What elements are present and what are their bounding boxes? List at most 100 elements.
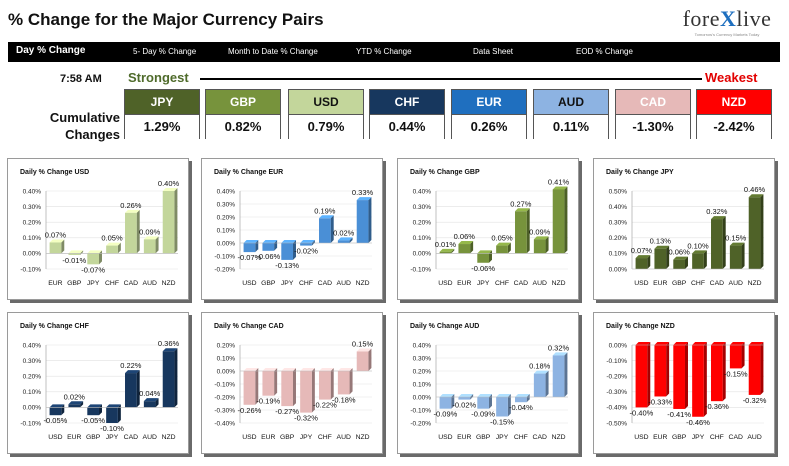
bar-chf	[319, 368, 334, 400]
bar-chart: Daily % Change NZD 0.00% -0.10% -0.20% -0.30…	[606, 323, 767, 441]
tab-data-sheet[interactable]: Data Sheet	[473, 47, 514, 56]
y-tick-label: 0.40%	[609, 204, 628, 211]
category-label: JPY	[106, 434, 119, 441]
data-label: 0.09%	[139, 227, 161, 236]
chart-title: Daily % Change EUR	[214, 169, 283, 176]
y-tick-label: 0.40%	[217, 188, 236, 195]
y-tick-label: 0.00%	[23, 251, 42, 258]
category-label: EUR	[653, 434, 667, 441]
currency-box-eur: EUR 0.26%	[451, 89, 527, 139]
y-tick-label: -0.10%	[214, 381, 235, 388]
category-label: USD	[242, 280, 256, 287]
bar-cad	[125, 370, 140, 408]
bar-gbp	[673, 342, 688, 409]
tab-5-day-change[interactable]: 5- Day % Change	[133, 47, 197, 56]
chart-title: Daily % Change CAD	[214, 323, 284, 330]
currency-box-cad: CAD -1.30%	[615, 89, 691, 139]
title-bar: % Change for the Major Currency Pairs fo…	[0, 0, 789, 42]
bar-cad	[729, 342, 745, 369]
data-label: -0.13%	[275, 261, 299, 270]
forexlive-logo[interactable]: foreXlive Tomorrow's Currency Markets To…	[668, 6, 786, 38]
category-label: JPY	[496, 434, 509, 441]
currency-name: EUR	[452, 90, 526, 115]
data-label: -0.18%	[332, 395, 356, 404]
category-label: USD	[634, 280, 648, 287]
data-label: 0.33%	[352, 188, 374, 197]
y-tick-label: 0.20%	[413, 220, 432, 227]
y-tick-label: -0.10%	[410, 266, 431, 273]
tab-month-to-date-change[interactable]: Month to Date % Change	[228, 47, 318, 56]
data-label: 0.07%	[631, 246, 653, 255]
chart-panel-5: Daily % Change CHF 0.40% 0.30% 0.20% 0.10% 0.…	[7, 312, 189, 454]
tab-eod-change[interactable]: EOD % Change	[576, 47, 633, 56]
bar-chart: Daily % Change JPY0.50%0.40%0.30%0.20%0.…	[606, 169, 766, 287]
bar-nzd	[162, 188, 178, 254]
data-label: 0.19%	[314, 206, 336, 215]
data-label: 0.32%	[548, 343, 570, 352]
data-label: -0.46%	[686, 418, 710, 427]
bar-eur	[654, 245, 670, 269]
category-label: EUR	[653, 280, 667, 287]
category-label: EUR	[457, 280, 471, 287]
category-label: CHF	[710, 434, 724, 441]
y-tick-label: 0.00%	[609, 266, 628, 273]
data-label: 0.06%	[669, 248, 691, 257]
currency-name: AUD	[534, 90, 608, 115]
data-label: 0.36%	[158, 339, 180, 348]
bar-jpy	[692, 342, 707, 417]
bar-chf	[496, 242, 511, 254]
data-label: -0.05%	[44, 416, 68, 425]
bar-usd	[49, 404, 65, 416]
category-label: USD	[438, 434, 452, 441]
currency-value: -2.42%	[697, 115, 771, 139]
tab-day-change[interactable]: Day % Change	[16, 45, 86, 56]
y-tick-label: 0.50%	[609, 188, 628, 195]
y-tick-label: 0.20%	[23, 374, 42, 381]
data-label: -0.26%	[238, 406, 262, 415]
currency-box-chf: CHF 0.44%	[369, 89, 445, 139]
data-label: -0.06%	[471, 264, 495, 273]
bar-chart: Daily % Change CHF 0.40% 0.30% 0.20% 0.10% 0.…	[20, 323, 180, 441]
currency-value: 0.79%	[289, 115, 363, 139]
y-tick-label: -0.10%	[20, 420, 41, 427]
category-label: CHF	[514, 434, 528, 441]
tab-ytd-change[interactable]: YTD % Change	[356, 47, 412, 56]
data-label: 0.32%	[706, 207, 728, 216]
y-tick-label: 0.40%	[23, 188, 42, 195]
y-tick-label: 0.00%	[217, 368, 236, 375]
data-label: 0.15%	[725, 234, 747, 243]
y-tick-label: -0.20%	[214, 266, 235, 273]
bar-usd	[439, 394, 455, 409]
ranking-line	[200, 78, 702, 80]
y-tick-label: -0.20%	[214, 394, 235, 401]
chart-panel-3: Daily % Change GBP 0.40% 0.30% 0.20% 0.10% 0.…	[397, 158, 579, 300]
currency-value: 0.44%	[370, 115, 444, 139]
category-label: NZD	[552, 434, 566, 441]
category-label: JPY	[281, 280, 294, 287]
category-label: CHF	[691, 280, 705, 287]
category-label: CAD	[710, 280, 724, 287]
currency-value: 0.11%	[534, 115, 608, 139]
currency-name: NZD	[697, 90, 771, 115]
bar-cad	[515, 208, 530, 254]
bar-nzd	[356, 348, 372, 371]
currency-box-aud: AUD 0.11%	[533, 89, 609, 139]
bar-aud	[143, 398, 159, 408]
category-label: JPY	[477, 280, 490, 287]
bar-usd	[635, 342, 651, 408]
bar-nzd	[552, 186, 568, 254]
chart-panel-2: Daily % Change EUR 0.40% 0.30% 0.20% 0.10% 0.…	[201, 158, 383, 300]
bar-nzd	[162, 348, 178, 408]
currency-box-jpy: JPY 1.29%	[124, 89, 200, 139]
bar-gbp	[68, 250, 84, 255]
category-label: NZD	[356, 280, 370, 287]
category-label: CHF	[318, 434, 332, 441]
category-label: CHF	[105, 280, 119, 287]
bar-jpy	[106, 404, 121, 423]
bar-cad	[319, 215, 334, 243]
y-tick-label: 0.30%	[413, 355, 432, 362]
currency-name: JPY	[125, 90, 199, 115]
category-label: AUD	[143, 280, 157, 287]
bar-chf	[692, 250, 707, 269]
category-label: NZD	[552, 280, 566, 287]
